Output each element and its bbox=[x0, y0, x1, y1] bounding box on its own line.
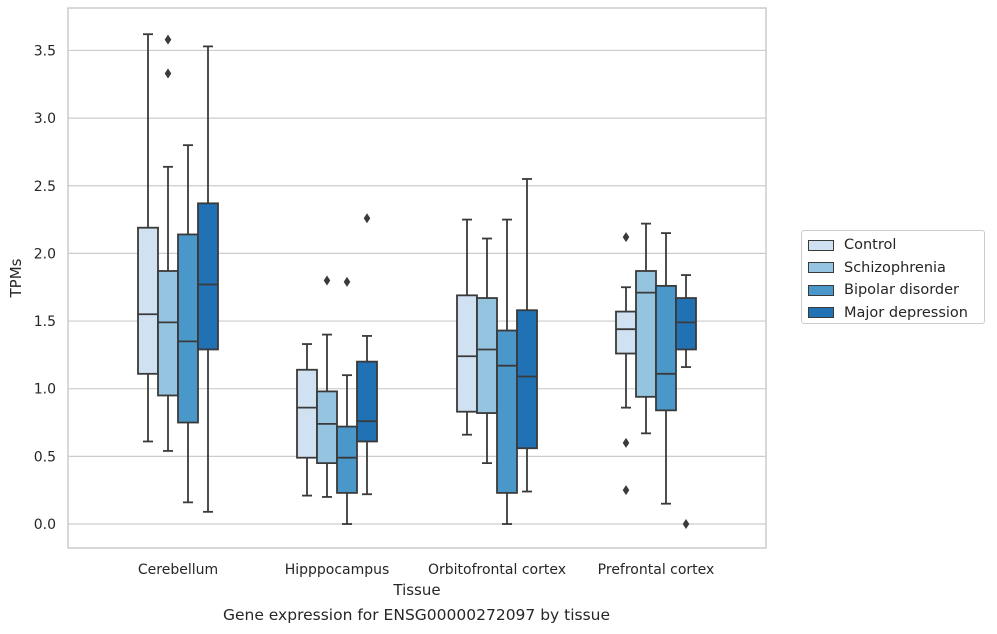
legend-label: Major depression bbox=[844, 304, 968, 321]
y-tick-label: 0.0 bbox=[34, 517, 56, 533]
chart-caption: Gene expression for ENSG00000272097 by t… bbox=[222, 606, 611, 624]
iqr-box bbox=[177, 233, 199, 424]
box-schizophrenia bbox=[157, 34, 179, 452]
x-axis-label: Tissue bbox=[392, 581, 440, 599]
iqr-box bbox=[137, 226, 159, 375]
iqr-box bbox=[476, 297, 498, 414]
iqr-box bbox=[336, 425, 358, 494]
box-control bbox=[456, 218, 478, 436]
y-tick-label: 2.0 bbox=[34, 246, 56, 262]
outlier-point bbox=[622, 232, 630, 243]
iqr-box bbox=[296, 368, 318, 459]
legend-swatch bbox=[808, 284, 834, 296]
y-axis-label: TPMs bbox=[7, 258, 25, 298]
iqr-box bbox=[655, 284, 677, 412]
iqr-box bbox=[675, 297, 697, 351]
box-control bbox=[137, 33, 159, 443]
iqr-box bbox=[356, 360, 378, 443]
legend-label: Bipolar disorder bbox=[844, 282, 959, 299]
box-schizophrenia bbox=[635, 222, 657, 435]
y-tick-label: 3.0 bbox=[34, 111, 56, 127]
legend-item: Control bbox=[808, 234, 984, 257]
y-tick-label: 2.5 bbox=[34, 179, 56, 195]
x-tick-label: Hipppocampus bbox=[285, 562, 390, 578]
legend-swatch bbox=[808, 307, 834, 319]
x-tick-labels: Cerebellum Hipppocampus Orbitofrontal cort… bbox=[138, 562, 714, 578]
box-major-depression bbox=[516, 178, 538, 493]
outlier-point bbox=[682, 519, 690, 529]
box-bipolar-disorder bbox=[655, 232, 677, 505]
iqr-box bbox=[516, 309, 538, 450]
iqr-box bbox=[635, 270, 657, 398]
legend-item: Bipolar disorder bbox=[808, 279, 984, 302]
box-major-depression bbox=[356, 213, 378, 496]
box-bipolar-disorder bbox=[177, 144, 199, 504]
box-major-depression bbox=[675, 274, 697, 529]
iqr-box bbox=[496, 329, 518, 494]
y-tick-label: 3.5 bbox=[34, 43, 56, 59]
outlier-point bbox=[343, 276, 351, 287]
outlier-point bbox=[164, 68, 172, 79]
legend-item: Major depression bbox=[808, 302, 984, 325]
y-tick-label: 1.5 bbox=[34, 314, 56, 330]
box-schizophrenia bbox=[316, 275, 338, 498]
legend-label: Control bbox=[844, 237, 897, 254]
legend-swatch bbox=[808, 262, 834, 274]
legend-swatch bbox=[808, 239, 834, 251]
outlier-point bbox=[363, 213, 371, 224]
y-tick-label: 1.0 bbox=[34, 382, 56, 398]
outlier-point bbox=[622, 437, 630, 448]
box-bipolar-disorder bbox=[336, 276, 358, 525]
y-tick-labels: 0.0 0.5 1.0 1.5 2.0 2.5 3.0 3.5 bbox=[34, 43, 56, 533]
legend-item: Schizophrenia bbox=[808, 257, 984, 280]
x-tick-label: Orbitofrontal cortex bbox=[428, 562, 566, 578]
iqr-box bbox=[456, 294, 478, 413]
iqr-box bbox=[157, 270, 179, 397]
box-control bbox=[615, 232, 637, 496]
outlier-point bbox=[164, 34, 172, 45]
iqr-box bbox=[197, 202, 219, 351]
x-tick-label: Cerebellum bbox=[138, 562, 218, 578]
iqr-box bbox=[316, 390, 338, 465]
outlier-point bbox=[622, 485, 630, 496]
y-tick-label: 0.5 bbox=[34, 449, 56, 465]
box-series bbox=[137, 33, 697, 529]
box-major-depression bbox=[197, 45, 219, 513]
outlier-point bbox=[323, 275, 331, 286]
legend: Control Schizophrenia Bipolar disorder Majo… bbox=[801, 230, 985, 324]
legend-label: Schizophrenia bbox=[844, 259, 946, 276]
iqr-box bbox=[615, 310, 637, 355]
x-tick-label: Prefrontal cortex bbox=[598, 562, 715, 578]
